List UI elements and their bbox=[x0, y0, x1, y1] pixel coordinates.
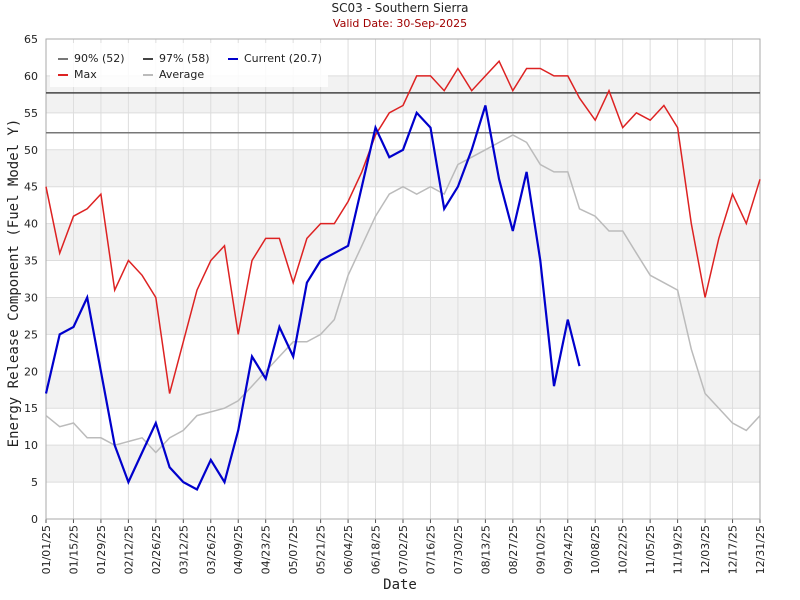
x-tick-label: 08/13/25 bbox=[479, 525, 492, 574]
x-tick-label: 10/22/25 bbox=[617, 525, 630, 574]
y-tick-label: 50 bbox=[24, 144, 38, 157]
x-tick-label: 01/01/25 bbox=[40, 525, 53, 574]
y-tick-label: 0 bbox=[31, 513, 38, 526]
y-tick-label: 45 bbox=[24, 181, 38, 194]
x-tick-label: 12/31/25 bbox=[754, 525, 767, 574]
chart-title: SC03 - Southern Sierra bbox=[332, 1, 469, 15]
x-tick-label: 02/26/25 bbox=[150, 525, 163, 574]
x-tick-label: 06/18/25 bbox=[370, 525, 383, 574]
x-tick-label: 11/05/25 bbox=[644, 525, 657, 574]
y-tick-label: 20 bbox=[24, 365, 38, 378]
y-tick-label: 65 bbox=[24, 33, 38, 46]
x-tick-label: 12/03/25 bbox=[699, 525, 712, 574]
x-tick-label: 07/02/25 bbox=[397, 525, 410, 574]
legend-label: Max bbox=[74, 68, 97, 81]
y-tick-label: 40 bbox=[24, 218, 38, 231]
x-tick-label: 10/08/25 bbox=[589, 525, 602, 574]
x-tick-label: 11/19/25 bbox=[672, 525, 685, 574]
legend-label: Current (20.7) bbox=[244, 52, 322, 65]
x-tick-label: 09/24/25 bbox=[562, 525, 575, 574]
x-tick-label: 01/15/25 bbox=[67, 525, 80, 574]
x-axis-label: Date bbox=[383, 577, 417, 593]
y-tick-label: 25 bbox=[24, 328, 38, 341]
x-tick-label: 09/10/25 bbox=[534, 525, 547, 574]
x-tick-label: 03/26/25 bbox=[205, 525, 218, 574]
x-tick-label: 01/29/25 bbox=[95, 525, 108, 574]
x-tick-label: 07/30/25 bbox=[452, 525, 465, 574]
plot-frame bbox=[45, 38, 761, 520]
legend-label: Average bbox=[159, 68, 204, 81]
legend-label: 97% (58) bbox=[159, 52, 210, 65]
legend-box bbox=[50, 43, 328, 87]
y-tick-label: 35 bbox=[24, 255, 38, 268]
x-tick-label: 04/09/25 bbox=[232, 525, 245, 574]
y-axis-label: Energy Release Component (Fuel Model Y) bbox=[6, 119, 22, 448]
y-tick-label: 10 bbox=[24, 439, 38, 452]
series-line bbox=[45, 59, 761, 394]
x-tick-label: 12/17/25 bbox=[727, 525, 740, 574]
x-tick-label: 06/04/25 bbox=[342, 525, 355, 574]
y-tick-label: 55 bbox=[24, 107, 38, 120]
y-tick-label: 5 bbox=[31, 476, 38, 489]
x-tick-label: 07/16/25 bbox=[424, 525, 437, 574]
x-tick-label: 03/12/25 bbox=[177, 525, 190, 574]
y-tick-label: 15 bbox=[24, 402, 38, 415]
legend-label: 90% (52) bbox=[74, 52, 125, 65]
y-tick-label: 30 bbox=[24, 291, 38, 304]
y-tick-label: 60 bbox=[24, 70, 38, 83]
chart-subtitle: Valid Date: 30-Sep-2025 bbox=[333, 17, 467, 30]
x-tick-label: 05/21/25 bbox=[315, 525, 328, 574]
x-tick-label: 05/07/25 bbox=[287, 525, 300, 574]
x-tick-label: 08/27/25 bbox=[507, 525, 520, 574]
series-line bbox=[45, 134, 761, 454]
x-tick-label: 02/12/25 bbox=[122, 525, 135, 574]
x-tick-label: 04/23/25 bbox=[260, 525, 273, 574]
series-line bbox=[44, 105, 581, 492]
